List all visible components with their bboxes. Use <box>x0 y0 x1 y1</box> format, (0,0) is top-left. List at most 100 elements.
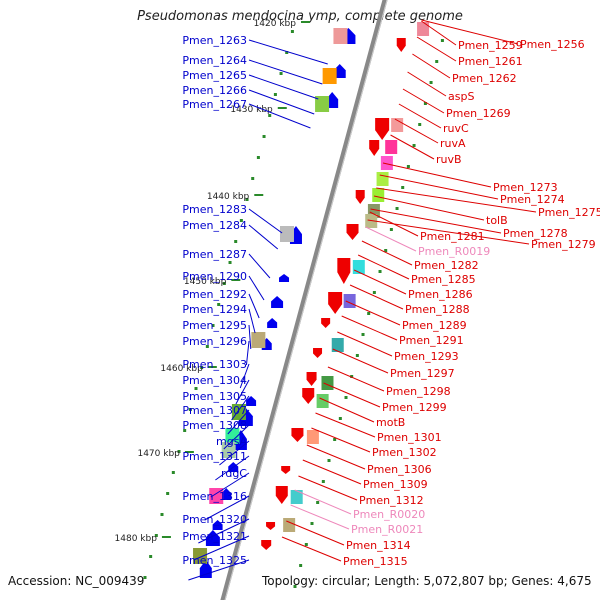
leader-line <box>421 19 519 45</box>
gene-label-right: Pmen_1314 <box>346 539 411 552</box>
leader-line <box>341 315 398 341</box>
leader-line <box>235 379 250 405</box>
kbp-label: 1420 kbp <box>254 19 297 29</box>
gene-label-left: Pmen_1311 <box>182 450 247 463</box>
tick-mark <box>285 51 289 54</box>
leader-line <box>239 363 250 389</box>
tick-mark <box>304 543 308 546</box>
leader-line <box>248 89 315 115</box>
gene-label-right: Pmen_1312 <box>359 494 424 507</box>
leader-line <box>248 39 328 65</box>
gene-arrow <box>221 488 232 500</box>
leader-line <box>223 424 250 450</box>
leader-line <box>337 331 393 357</box>
gene-block <box>290 490 303 504</box>
gene-arrow <box>281 466 291 474</box>
gene-block <box>376 172 389 186</box>
gene-label-left: Pmen_1264 <box>182 54 247 67</box>
leader-line <box>193 535 250 561</box>
leader-line <box>204 495 250 521</box>
accession-label: Accession: NC_009439 <box>8 574 145 588</box>
gene-block <box>315 96 330 112</box>
tick-mark <box>406 165 410 168</box>
gene-label-left: Pmen_1284 <box>182 219 247 232</box>
tick-mark <box>429 81 433 84</box>
tick-mark <box>234 240 238 243</box>
leader-line <box>365 226 417 252</box>
gene-label-right: Pmen_1289 <box>402 319 467 332</box>
tick-mark <box>299 564 303 567</box>
gene-label-right: ruvB <box>436 153 462 166</box>
gene-arrow <box>337 258 351 284</box>
tick-mark <box>344 396 348 399</box>
gene-block <box>283 518 296 532</box>
leader-line <box>402 88 445 114</box>
tick-mark <box>423 102 427 105</box>
gene-label-left: Pmen_1290 <box>182 270 247 283</box>
leader-line <box>382 162 492 188</box>
gene-label-right: Pmen_1275 <box>538 206 600 219</box>
tick-mark <box>149 555 153 558</box>
gene-arrow <box>266 522 276 530</box>
gene-label-left: Pmen_1292 <box>182 288 247 301</box>
gene-block <box>385 140 398 154</box>
leader-line <box>370 208 502 234</box>
gene-label-right: tolB <box>486 214 508 227</box>
gene-label-left: Pmen_1308 <box>182 419 247 432</box>
gene-label-left: Pmen_1283 <box>182 203 247 216</box>
gene-arrow <box>321 318 331 328</box>
gene-label-left: Pmen_1295 <box>182 319 247 332</box>
gene-block <box>380 156 393 170</box>
tick-mark <box>205 345 209 348</box>
gene-arrow <box>212 520 223 530</box>
tick-mark <box>440 39 444 42</box>
tick-mark <box>389 228 393 231</box>
leader-line <box>357 254 410 280</box>
gene-arrow <box>291 428 304 442</box>
leader-line <box>248 208 283 234</box>
gene-label-right: Pmen_1278 <box>503 227 568 240</box>
leader-line <box>248 74 319 100</box>
leader-line <box>248 224 279 250</box>
gene-label-right: Pmen_1285 <box>411 273 476 286</box>
tick-mark <box>188 408 192 411</box>
gene-label-right: Pmen_1259 <box>458 39 523 52</box>
tick-mark <box>239 219 243 222</box>
gene-label-right: Pmen_1302 <box>372 446 437 459</box>
gene-label-left: Pmen_1304 <box>182 374 247 387</box>
gene-arrow <box>279 274 290 282</box>
gene-label-right: Pmen_1281 <box>420 230 485 243</box>
leader-line <box>248 59 323 85</box>
tick-mark <box>293 585 297 588</box>
leader-line <box>210 472 250 498</box>
tick-mark <box>211 324 215 327</box>
gene-label-right: Pmen_1256 <box>520 38 585 51</box>
gene-label-right: Pmen_1262 <box>452 72 517 85</box>
tick-mark <box>262 135 266 138</box>
gene-label-right: Pmen_1309 <box>363 478 428 491</box>
genome-summary: Topology: circular; Length: 5,072,807 bp… <box>262 574 592 588</box>
tick-mark <box>166 492 170 495</box>
tick-mark <box>350 375 354 378</box>
kbp-label: 1470 kbp <box>137 449 180 459</box>
tick-mark <box>435 60 439 63</box>
gene-block <box>372 188 385 202</box>
gene-label-left: rdgC <box>221 467 247 480</box>
gene-label-right: Pmen_1286 <box>408 288 473 301</box>
gene-block <box>331 338 344 352</box>
tick-mark <box>154 534 158 537</box>
tick-mark <box>222 282 226 285</box>
leader-line <box>290 504 350 530</box>
leader-line <box>311 427 371 453</box>
leader-line <box>412 53 451 79</box>
tick-mark <box>273 93 277 96</box>
leader-line <box>327 366 385 392</box>
gene-label-right: Pmen_1288 <box>405 303 470 316</box>
tick-mark <box>378 270 382 273</box>
gene-label-left: Pmen_1265 <box>182 69 247 82</box>
leader-line <box>248 253 271 279</box>
gene-label-left: Pmen_1303 <box>182 358 247 371</box>
kbp-label: 1440 kbp <box>207 192 250 202</box>
gene-block <box>316 394 329 408</box>
leader-line <box>373 195 485 221</box>
